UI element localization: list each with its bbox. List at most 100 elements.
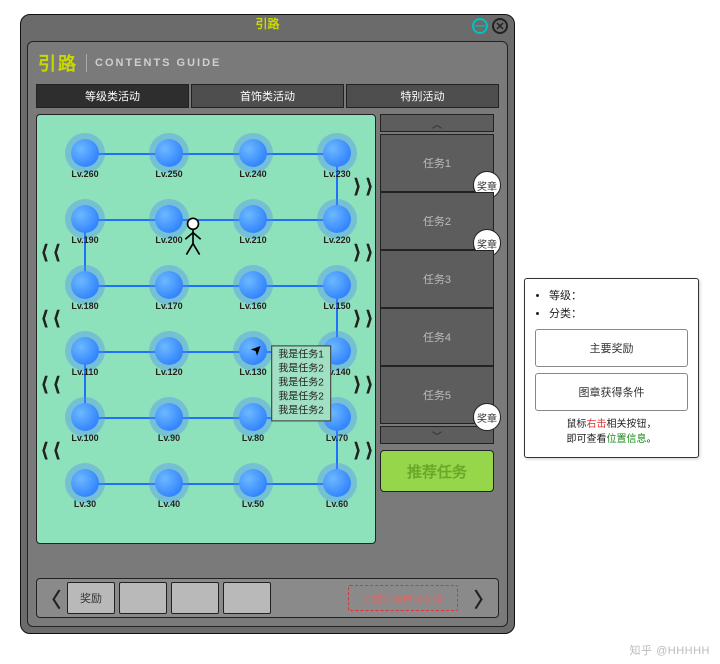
task-item-4[interactable]: 任务4 (380, 308, 494, 366)
tab-1[interactable]: 首饰类活动 (191, 84, 344, 108)
level-node-Lv-50[interactable] (239, 469, 267, 497)
reward-hint: 完成任务时可获得 (348, 585, 458, 611)
level-label: Lv.190 (71, 235, 98, 245)
header: 引路 CONTENTS GUIDE (32, 46, 503, 84)
level-node-Lv-140[interactable] (323, 337, 351, 365)
level-node-Lv-240[interactable] (239, 139, 267, 167)
footer-bar: 〈 奖励 完成任务时可获得 〉 (36, 578, 499, 618)
popup-meta-category: 分类： (549, 305, 688, 321)
task-badge[interactable]: 奖章 (473, 403, 501, 431)
level-label: Lv.130 (239, 367, 266, 377)
level-node-Lv-180[interactable] (71, 271, 99, 299)
reward-slot-2[interactable] (171, 582, 219, 614)
level-label: Lv.40 (158, 499, 180, 509)
reward-slot-1[interactable] (119, 582, 167, 614)
level-node-Lv-160[interactable] (239, 271, 267, 299)
reward-slot-0[interactable]: 奖励 (67, 582, 115, 614)
path-chevron: ⟨⟨ (39, 306, 63, 330)
level-node-Lv-100[interactable] (71, 403, 99, 431)
popup-meta-level: 等级： (549, 287, 688, 303)
node-tooltip: 我是任务1我是任务2我是任务2我是任务2我是任务2 (271, 345, 331, 421)
level-node-Lv-250[interactable] (155, 139, 183, 167)
player-icon (182, 217, 204, 257)
level-node-Lv-110[interactable] (71, 337, 99, 365)
popup-badge-box: 图章获得条件 (535, 373, 688, 411)
level-node-Lv-30[interactable] (71, 469, 99, 497)
level-label: Lv.110 (72, 367, 99, 377)
minimize-button[interactable]: — (472, 18, 488, 34)
recommend-task-button[interactable]: 推荐任务 (380, 450, 494, 492)
titlebar: 引路 — ✕ (21, 15, 514, 39)
level-node-Lv-200[interactable] (155, 205, 183, 233)
level-label: Lv.90 (158, 433, 180, 443)
level-label: Lv.120 (155, 367, 182, 377)
path-chevron: ⟩⟩ (351, 306, 375, 330)
subtitle: CONTENTS GUIDE (95, 57, 221, 69)
path-chevron: ⟩⟩ (351, 240, 375, 264)
scroll-up-button[interactable]: ︿ (380, 114, 494, 132)
guide-window: 引路 — ✕ 引路 CONTENTS GUIDE 等级类活动首饰类活动特别活动 … (20, 14, 515, 634)
level-label: Lv.160 (239, 301, 266, 311)
footer-next-button[interactable]: 〉 (474, 582, 494, 614)
reward-slot-3[interactable] (223, 582, 271, 614)
task-detail-popup: 等级： 分类： 主要奖励 图章获得条件 鼠标右击相关按钮， 即可查看位置信息。 (524, 278, 699, 458)
level-node-Lv-150[interactable] (323, 271, 351, 299)
level-node-Lv-120[interactable] (155, 337, 183, 365)
level-label: Lv.260 (71, 169, 98, 179)
level-label: Lv.150 (323, 301, 350, 311)
tab-2[interactable]: 特别活动 (346, 84, 499, 108)
tab-0[interactable]: 等级类活动 (36, 84, 189, 108)
level-node-Lv-70[interactable] (323, 403, 351, 431)
path-chevron: ⟨⟨ (39, 438, 63, 462)
footer-prev-button[interactable]: 〈 (41, 582, 61, 614)
level-label: Lv.80 (242, 433, 264, 443)
level-label: Lv.250 (155, 169, 182, 179)
level-label: Lv.240 (239, 169, 266, 179)
level-node-Lv-80[interactable] (239, 403, 267, 431)
level-label: Lv.220 (323, 235, 350, 245)
level-node-Lv-190[interactable] (71, 205, 99, 233)
popup-reward-box: 主要奖励 (535, 329, 688, 367)
level-label: Lv.100 (71, 433, 98, 443)
level-node-Lv-210[interactable] (239, 205, 267, 233)
window-body: 引路 CONTENTS GUIDE 等级类活动首饰类活动特别活动 Lv.260L… (27, 41, 508, 627)
header-divider (86, 54, 87, 72)
level-label: Lv.170 (155, 301, 182, 311)
level-label: Lv.70 (326, 433, 348, 443)
level-node-Lv-230[interactable] (323, 139, 351, 167)
level-node-Lv-130[interactable] (239, 337, 267, 365)
level-node-Lv-40[interactable] (155, 469, 183, 497)
level-label: Lv.50 (242, 499, 264, 509)
window-title: 引路 (255, 17, 279, 31)
task-sidebar: ︿ 任务1奖章任务2奖章任务3任务4任务5奖章 ﹀ 推荐任务 (380, 114, 494, 544)
level-map: Lv.260 Lv.250 Lv.240 Lv.230 Lv.190 Lv.200 Lv.2… (36, 114, 376, 544)
path-chevron: ⟨⟨ (39, 240, 63, 264)
path-chevron: ⟩⟩ (351, 174, 375, 198)
path-chevron: ⟨⟨ (39, 372, 63, 396)
watermark: 知乎 @HHHHH (630, 642, 710, 658)
level-node-Lv-60[interactable] (323, 469, 351, 497)
level-node-Lv-170[interactable] (155, 271, 183, 299)
tab-bar: 等级类活动首饰类活动特别活动 (32, 84, 503, 108)
scroll-down-button[interactable]: ﹀ (380, 426, 494, 444)
level-node-Lv-260[interactable] (71, 139, 99, 167)
task-item-1[interactable]: 任务1奖章 (380, 134, 494, 192)
task-item-2[interactable]: 任务2奖章 (380, 192, 494, 250)
close-button[interactable]: ✕ (492, 18, 508, 34)
task-item-3[interactable]: 任务3 (380, 250, 494, 308)
path-chevron: ⟩⟩ (351, 372, 375, 396)
level-label: Lv.30 (74, 499, 96, 509)
level-node-Lv-90[interactable] (155, 403, 183, 431)
task-item-5[interactable]: 任务5奖章 (380, 366, 494, 424)
level-label: Lv.60 (326, 499, 348, 509)
level-label: Lv.200 (155, 235, 182, 245)
popup-tip: 鼠标右击相关按钮， 即可查看位置信息。 (535, 417, 688, 447)
level-node-Lv-220[interactable] (323, 205, 351, 233)
level-label: Lv.180 (71, 301, 98, 311)
level-label: Lv.140 (323, 367, 350, 377)
level-label: Lv.210 (239, 235, 266, 245)
popup-meta-list: 等级： 分类： (549, 287, 688, 321)
path-chevron: ⟩⟩ (351, 438, 375, 462)
logo-text: 引路 (38, 50, 78, 76)
level-label: Lv.230 (323, 169, 350, 179)
